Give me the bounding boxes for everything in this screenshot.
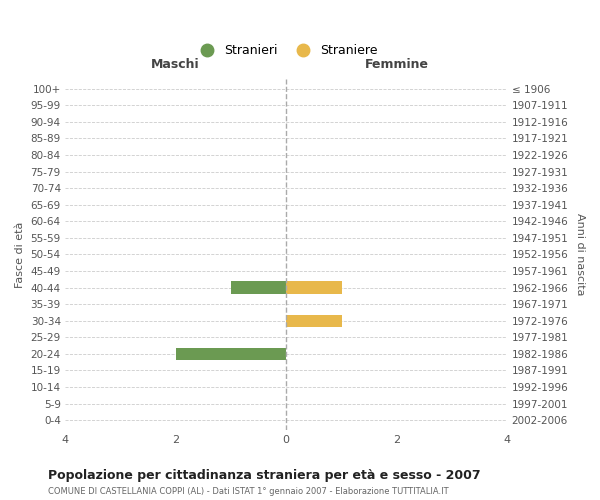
Bar [286,282,341,294]
Y-axis label: Anni di nascita: Anni di nascita [575,213,585,296]
Y-axis label: Fasce di età: Fasce di età [15,222,25,288]
Text: Maschi: Maschi [151,58,200,70]
Text: Popolazione per cittadinanza straniera per età e sesso - 2007: Popolazione per cittadinanza straniera p… [48,470,481,482]
Bar [176,348,286,360]
Legend: Stranieri, Straniere: Stranieri, Straniere [190,40,383,62]
Bar [231,282,286,294]
Text: COMUNE DI CASTELLANIA COPPI (AL) - Dati ISTAT 1° gennaio 2007 - Elaborazione TUT: COMUNE DI CASTELLANIA COPPI (AL) - Dati … [48,487,449,496]
Text: Femmine: Femmine [365,58,429,70]
Bar [286,314,341,327]
